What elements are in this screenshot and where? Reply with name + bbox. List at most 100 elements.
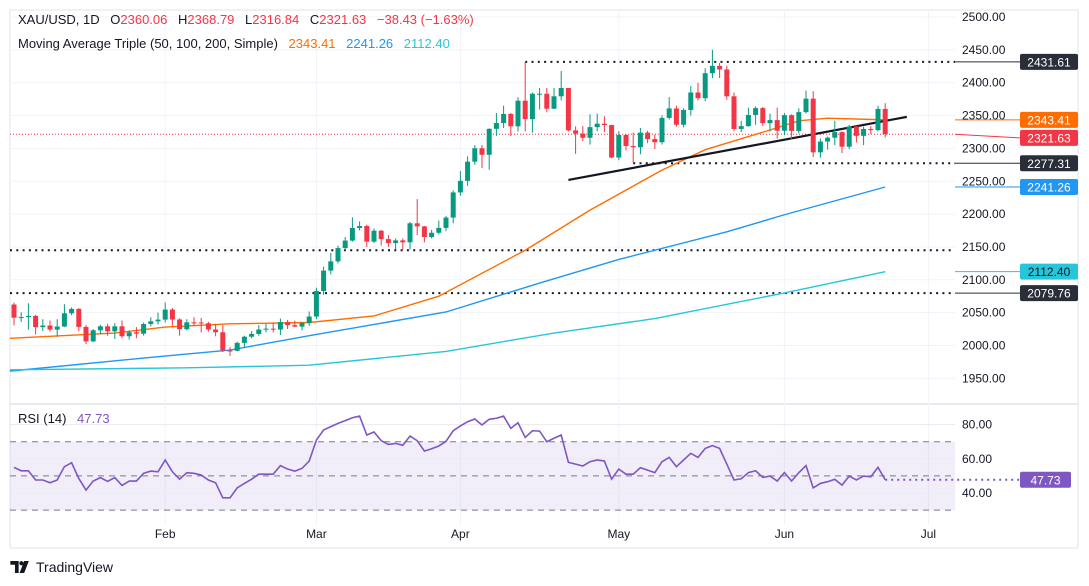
candle[interactable] <box>227 346 233 356</box>
candle[interactable] <box>558 71 564 101</box>
candle[interactable] <box>421 225 427 243</box>
candle[interactable] <box>796 108 802 134</box>
candle[interactable] <box>529 92 535 133</box>
candle[interactable] <box>702 68 708 102</box>
candle[interactable] <box>54 319 60 337</box>
candle[interactable] <box>846 124 852 150</box>
candle[interactable] <box>11 302 17 326</box>
candle[interactable] <box>335 245 341 264</box>
candle[interactable] <box>133 327 139 339</box>
candle[interactable] <box>731 92 737 132</box>
candle[interactable] <box>803 90 809 114</box>
symbol-label[interactable]: XAU/USD, 1D <box>18 12 100 27</box>
candle[interactable] <box>457 171 463 196</box>
candle[interactable] <box>551 87 557 109</box>
candle[interactable] <box>839 131 845 153</box>
candle[interactable] <box>745 107 751 127</box>
candle[interactable] <box>681 108 687 128</box>
candle[interactable] <box>234 341 240 352</box>
candle[interactable] <box>465 156 471 186</box>
candle[interactable] <box>479 145 485 169</box>
candle[interactable] <box>155 312 161 325</box>
candle[interactable] <box>162 302 168 323</box>
candle[interactable] <box>659 115 665 145</box>
candle[interactable] <box>594 113 600 132</box>
ma-title[interactable]: Moving Average Triple (50, 100, 200, Sim… <box>18 36 278 51</box>
candle[interactable] <box>501 105 507 129</box>
candle[interactable] <box>148 317 154 327</box>
candle[interactable] <box>119 320 125 339</box>
candle[interactable] <box>781 112 787 136</box>
candle[interactable] <box>522 61 528 132</box>
candle[interactable] <box>508 112 514 136</box>
candle[interactable] <box>400 238 406 250</box>
candle[interactable] <box>565 87 571 132</box>
candle[interactable] <box>825 136 831 150</box>
candle[interactable] <box>673 105 679 127</box>
candle[interactable] <box>443 216 449 232</box>
candle[interactable] <box>112 323 118 339</box>
candle[interactable] <box>645 130 651 144</box>
candle[interactable] <box>414 199 420 236</box>
candle[interactable] <box>357 221 363 231</box>
candle[interactable] <box>789 114 795 140</box>
candle[interactable] <box>767 113 773 132</box>
candle[interactable] <box>601 116 607 132</box>
candle[interactable] <box>378 229 384 246</box>
candle[interactable] <box>277 318 283 335</box>
candle[interactable] <box>97 324 103 335</box>
candle[interactable] <box>630 132 636 164</box>
candle[interactable] <box>832 120 838 146</box>
candle[interactable] <box>141 322 147 336</box>
candle[interactable] <box>724 65 730 100</box>
candle[interactable] <box>709 49 715 79</box>
candle[interactable] <box>285 319 291 330</box>
candle[interactable] <box>40 319 46 332</box>
candle[interactable] <box>760 107 766 127</box>
candle[interactable] <box>587 114 593 145</box>
candle[interactable] <box>623 133 629 151</box>
candle[interactable] <box>25 303 31 330</box>
candle[interactable] <box>76 308 82 332</box>
candle[interactable] <box>249 331 255 339</box>
candle[interactable] <box>256 325 262 336</box>
candle[interactable] <box>486 128 492 170</box>
candle[interactable] <box>882 103 888 138</box>
candle[interactable] <box>688 85 694 116</box>
candle[interactable] <box>817 138 823 158</box>
candle[interactable] <box>198 317 204 333</box>
candle[interactable] <box>313 287 319 320</box>
candle[interactable] <box>33 314 39 335</box>
candle[interactable] <box>371 228 377 244</box>
candle[interactable] <box>328 252 334 275</box>
candle[interactable] <box>393 238 399 250</box>
candle[interactable] <box>270 322 276 333</box>
candle[interactable] <box>450 190 456 224</box>
candle[interactable] <box>652 134 658 150</box>
candle[interactable] <box>105 323 111 336</box>
candle[interactable] <box>868 126 874 134</box>
candle[interactable] <box>342 237 348 251</box>
candle[interactable] <box>349 217 355 242</box>
candle[interactable] <box>774 107 780 139</box>
candle[interactable] <box>126 330 132 340</box>
candle[interactable] <box>616 131 622 161</box>
candle[interactable] <box>205 321 211 332</box>
candle[interactable] <box>61 304 67 328</box>
candle[interactable] <box>220 325 226 353</box>
candle[interactable] <box>47 320 53 332</box>
candle[interactable] <box>429 229 435 239</box>
candle[interactable] <box>169 308 175 326</box>
candle[interactable] <box>875 105 881 132</box>
candle[interactable] <box>472 145 478 165</box>
candle[interactable] <box>407 221 413 250</box>
candle[interactable] <box>299 321 305 331</box>
candle[interactable] <box>69 307 75 316</box>
candle[interactable] <box>580 126 586 142</box>
candle[interactable] <box>515 97 521 132</box>
candle[interactable] <box>83 325 89 345</box>
candle[interactable] <box>184 319 190 331</box>
candle[interactable] <box>853 126 859 143</box>
candle[interactable] <box>666 97 672 120</box>
candle[interactable] <box>306 311 312 326</box>
